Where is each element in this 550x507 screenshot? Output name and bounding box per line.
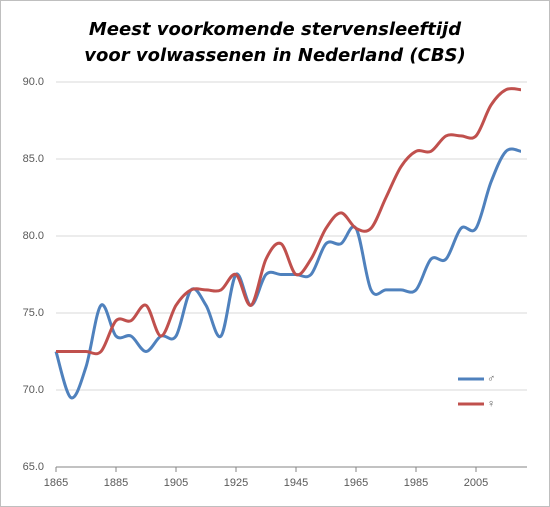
line-series	[56, 87, 522, 356]
x-tick-label: 1965	[344, 477, 368, 489]
y-tick-label: 90.0	[23, 76, 44, 88]
y-tick-label: 85.0	[23, 153, 44, 165]
y-tick-label: 75.0	[23, 307, 44, 319]
chart-title: voor volwassenen in Nederland (CBS)	[84, 45, 466, 66]
chart-title: Meest voorkomende stervensleeftijd	[89, 19, 462, 40]
legend-label: ♀	[487, 398, 495, 410]
x-tick-label: 1905	[164, 477, 188, 489]
x-tick-label: 1865	[44, 477, 68, 489]
y-tick-label: 70.0	[23, 384, 44, 396]
x-tick-label: 1925	[224, 477, 248, 489]
x-tick-label: 1985	[404, 477, 428, 489]
x-tick-label: 2005	[464, 477, 488, 489]
x-tick-label: 1885	[104, 477, 128, 489]
y-tick-label: 80.0	[23, 230, 44, 242]
line-series	[54, 147, 522, 400]
y-tick-label: 65.0	[23, 461, 44, 473]
legend-label: ♂	[487, 373, 495, 385]
x-tick-label: 1945	[284, 477, 308, 489]
